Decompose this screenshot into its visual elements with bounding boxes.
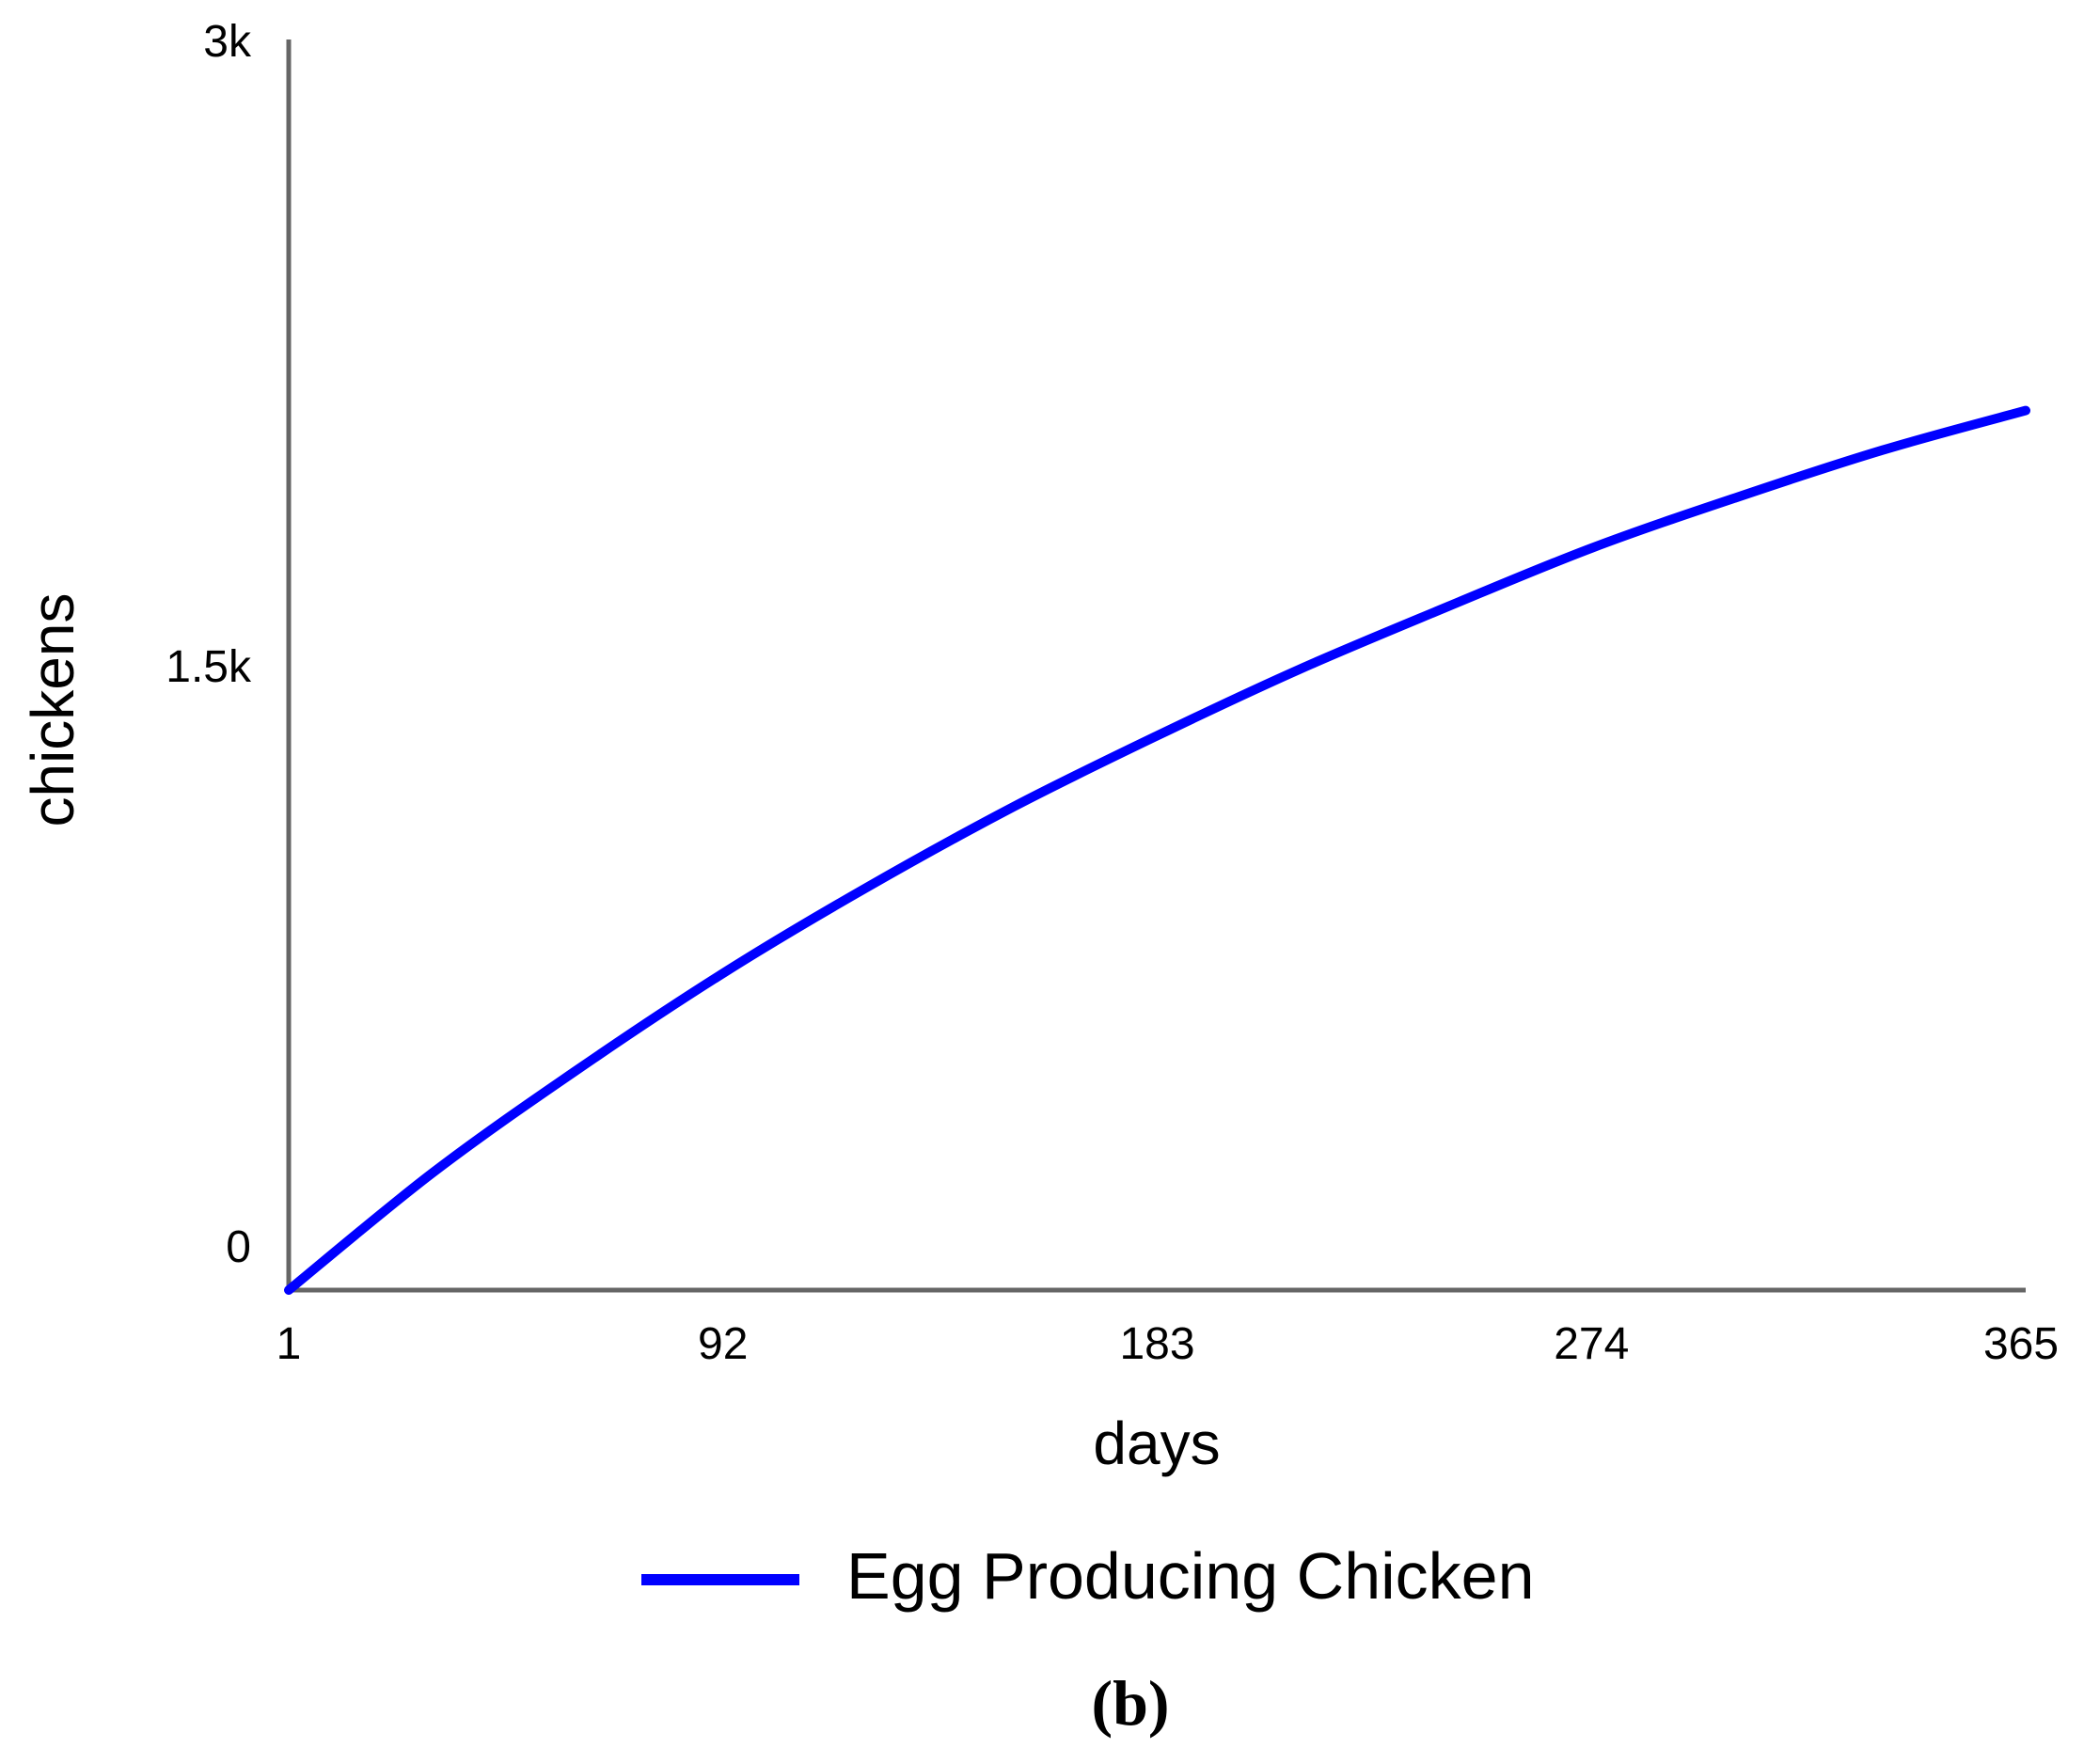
y-tick-label: 3k bbox=[203, 17, 252, 67]
y-tick-label: 0 bbox=[226, 1222, 251, 1272]
panel-label: (b) bbox=[1091, 1667, 1169, 1739]
series-layer bbox=[284, 405, 2030, 1295]
y-axis-title: chickens bbox=[19, 593, 87, 827]
x-tick-label: 1 bbox=[276, 1319, 302, 1369]
x-tick-label: 365 bbox=[1983, 1319, 2059, 1369]
legend-label-egg-producing-chicken: Egg Producing Chicken bbox=[846, 1539, 1535, 1613]
x-tick-labels: 1 92 183 274 365 bbox=[276, 1319, 2059, 1369]
x-tick-label: 92 bbox=[698, 1319, 748, 1369]
series-line-egg-producing-chicken bbox=[284, 405, 2030, 1295]
x-tick-label: 274 bbox=[1554, 1319, 1629, 1369]
x-axis-title: days bbox=[1093, 1410, 1220, 1477]
y-tick-labels: 0 1.5k 3k bbox=[166, 17, 252, 1272]
x-tick-label: 183 bbox=[1119, 1319, 1194, 1369]
legend: Egg Producing Chicken bbox=[641, 1539, 1535, 1613]
y-tick-label: 1.5k bbox=[166, 642, 252, 692]
